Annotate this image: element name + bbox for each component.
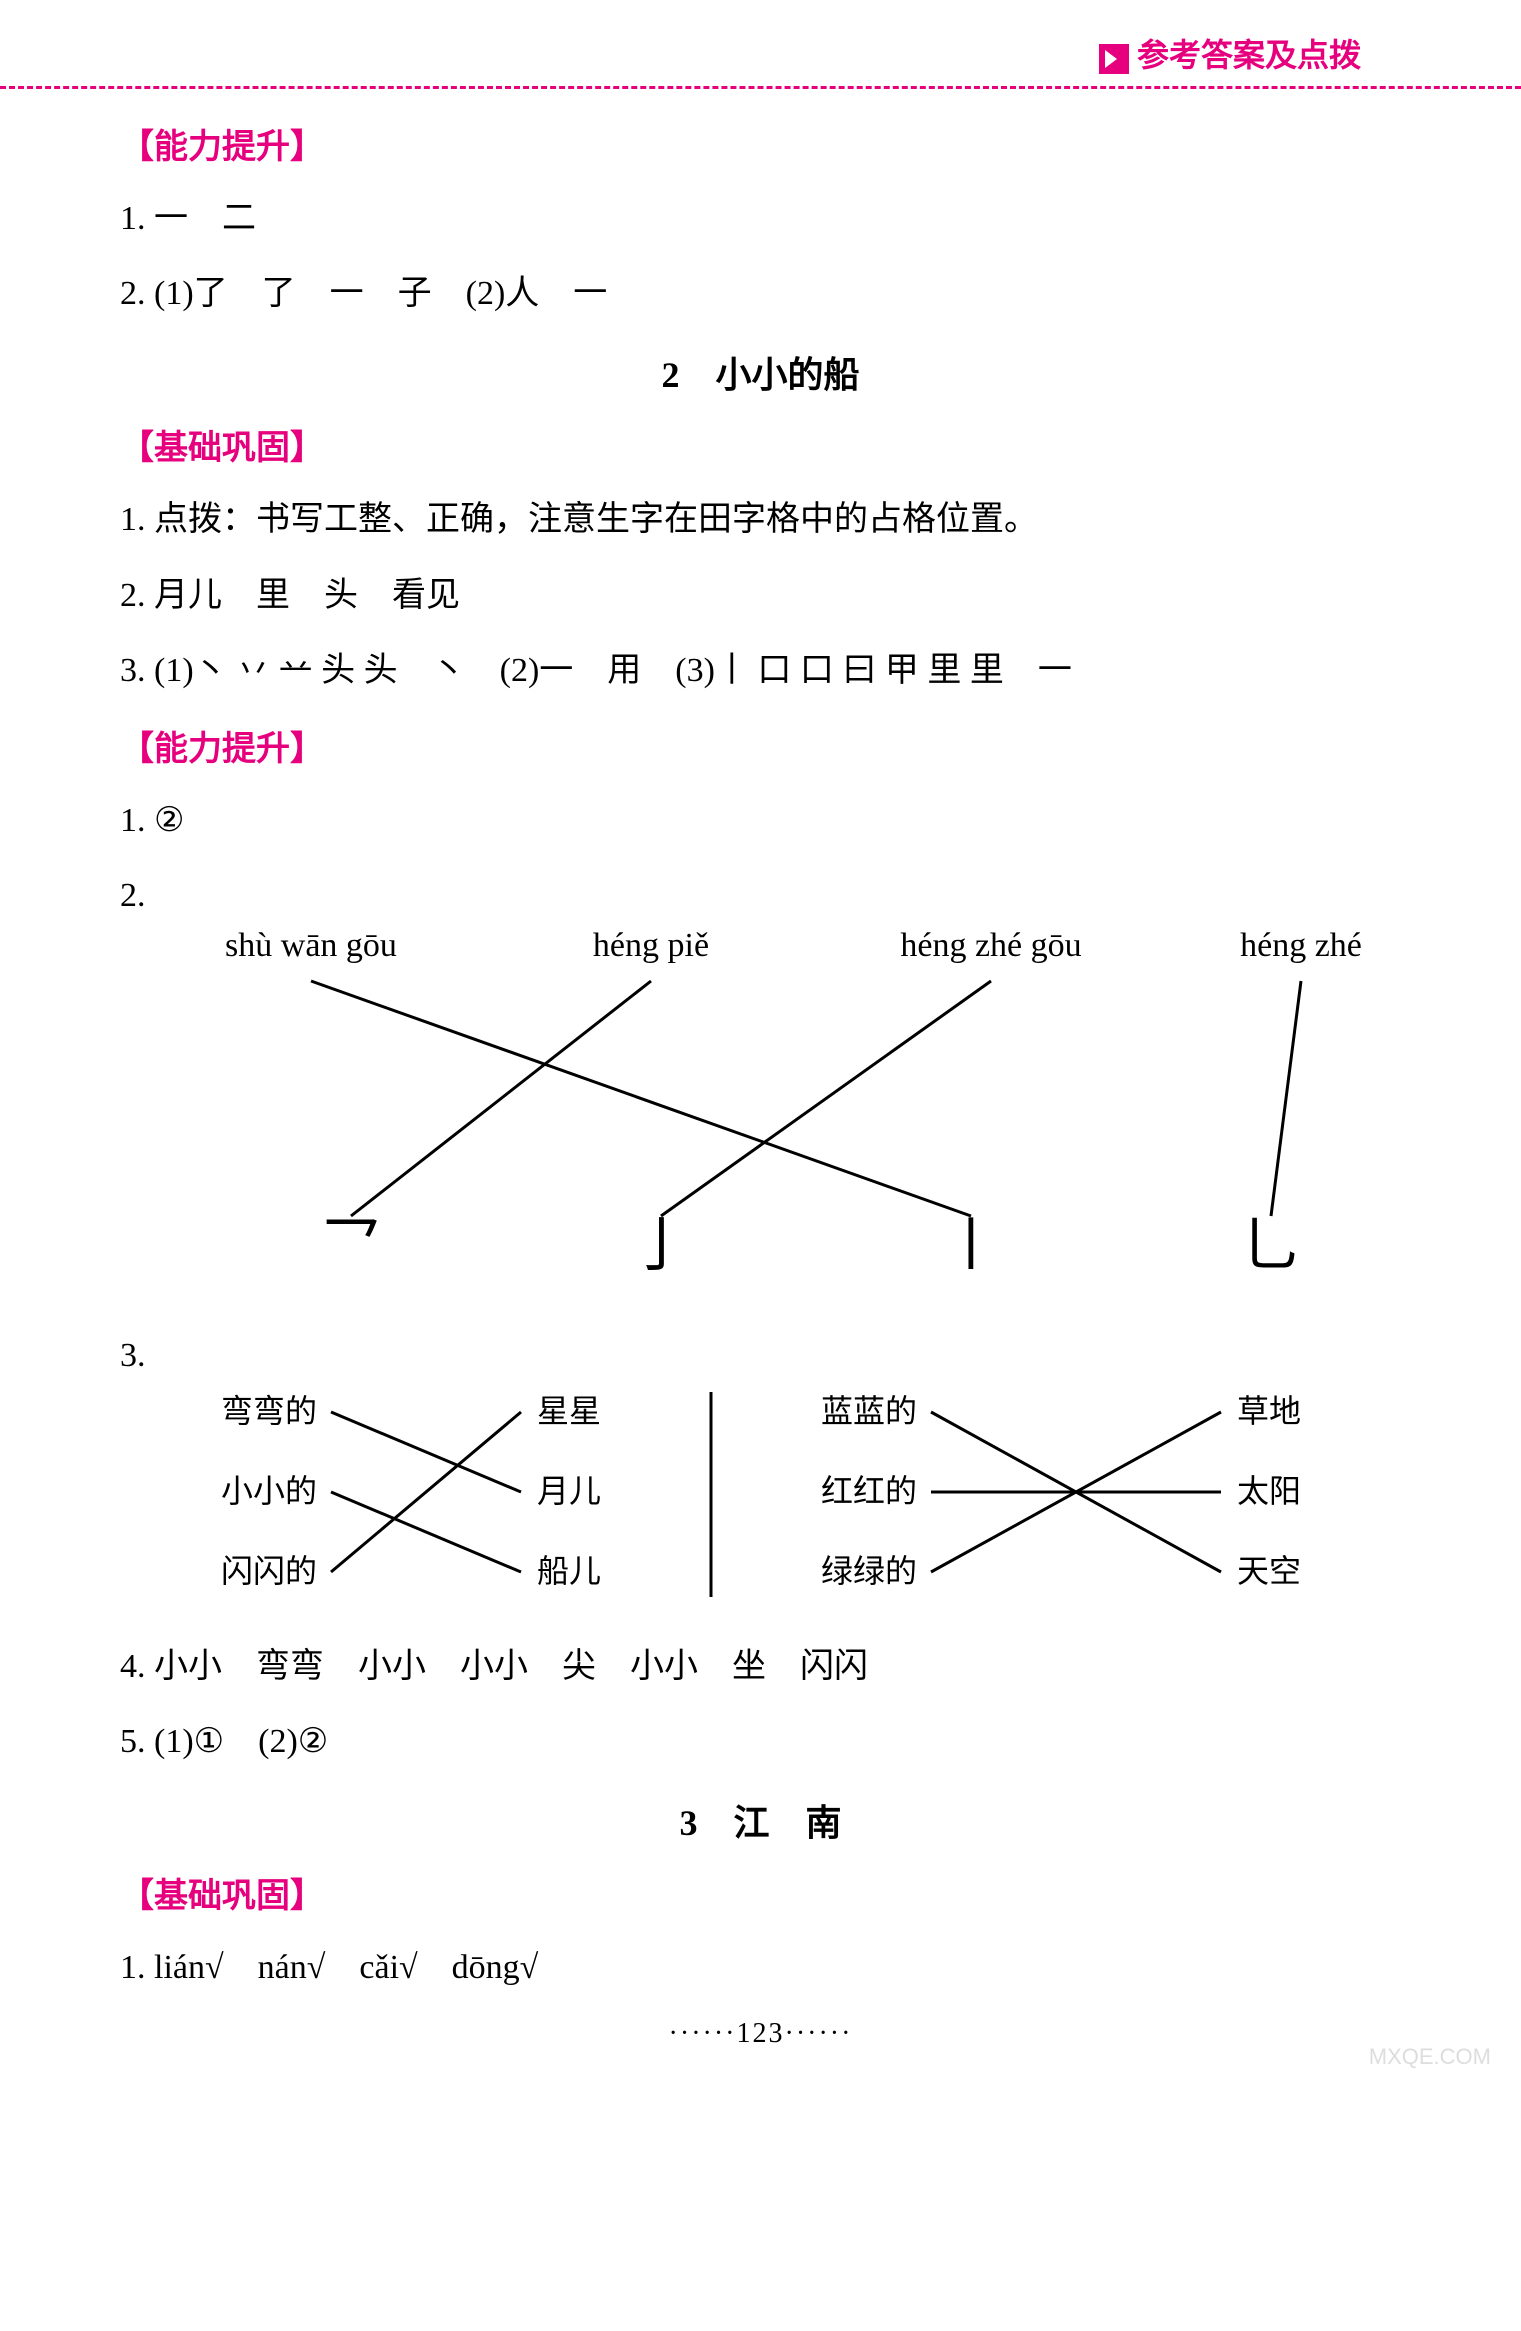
answer-line: 3.: [120, 1325, 1401, 1386]
answer-line: 5. (1)① (2)②: [120, 1711, 1401, 1772]
header-title: 参考答案及点拨: [1137, 37, 1361, 73]
match-line: [311, 981, 971, 1216]
answer-line: 4. 小小 弯弯 小小 小小 尖 小小 坐 闪闪: [120, 1636, 1401, 1697]
section-heading-ability-2: 【能力提升】: [120, 721, 1401, 770]
match-word: 小小的: [221, 1473, 317, 1509]
match-top-label: héng zhé: [1240, 927, 1362, 964]
match-bottom-glyph: 〡: [941, 1213, 1001, 1279]
answer-line: 1. 点拨：书写工整、正确，注意生字在田字格中的占格位置。: [120, 489, 1401, 550]
match-bottom-glyph: 乛: [321, 1213, 381, 1279]
lesson-title-2: 2 小小的船: [120, 346, 1401, 398]
page-header: 参考答案及点拨: [120, 30, 1401, 76]
match-word: 船儿: [536, 1553, 600, 1589]
match-bottom-glyph: 亅: [631, 1213, 691, 1279]
match-top-label: shù wān gōu: [225, 927, 397, 964]
watermark: MXQE.COM: [1369, 2044, 1491, 2070]
match-top-label: héng zhé gōu: [900, 927, 1081, 964]
match-line: [331, 1492, 521, 1572]
match-word: 蓝蓝的: [821, 1393, 917, 1429]
lesson-title-3: 3 江 南: [120, 1794, 1401, 1846]
match-line: [1271, 981, 1301, 1216]
answer-line: 1. 一 二: [120, 188, 1401, 249]
q2-prefix: 2.: [120, 877, 146, 914]
answer-line: 2. 月儿 里 头 看见: [120, 565, 1401, 626]
match-word: 闪闪的: [221, 1553, 317, 1589]
arrow-icon: [1099, 44, 1129, 74]
matching-svg: 弯弯的小小的闪闪的 星星月儿船儿 蓝蓝的红红的绿绿的 草地太阳天空: [121, 1387, 1401, 1617]
page-footer: ······123······: [120, 2018, 1401, 2050]
match-word: 星星: [536, 1393, 600, 1429]
match-word: 太阳: [1236, 1473, 1300, 1509]
matching-diagram-strokes: shù wān gōu héng piě héng zhé gōu héng zhé 乛…: [121, 926, 1401, 1311]
page-number: 123: [737, 2018, 785, 2049]
match-line: [331, 1412, 521, 1572]
page: 参考答案及点拨 【能力提升】 1. 一 二 2. (1)了 了 一 子 (2)人…: [0, 0, 1521, 2090]
matching-diagram-words: 弯弯的小小的闪闪的 星星月儿船儿 蓝蓝的红红的绿绿的 草地太阳天空: [121, 1387, 1401, 1622]
match-line: [351, 981, 651, 1216]
match-word: 红红的: [821, 1473, 917, 1509]
q3-prefix: 3.: [120, 1337, 146, 1374]
match-line: [661, 981, 991, 1216]
match-word: 草地: [1236, 1393, 1300, 1429]
section-heading-basic-1: 【基础巩固】: [120, 420, 1401, 469]
answer-line: 3. (1)丶 丷 䒑 头 头 丶 (2)一 用 (3)丨 口 口 曰 甲 里 …: [120, 640, 1401, 701]
header-divider: [0, 86, 1521, 89]
match-word: 天空: [1236, 1553, 1300, 1589]
match-top-label: héng piě: [592, 927, 708, 964]
answer-line: 1. ②: [120, 790, 1401, 851]
match-word: 月儿: [536, 1473, 600, 1509]
section-heading-ability-1: 【能力提升】: [120, 119, 1401, 168]
match-word: 弯弯的: [221, 1393, 317, 1429]
matching-svg: shù wān gōu héng piě héng zhé gōu héng zhé 乛…: [121, 926, 1401, 1306]
match-bottom-glyph: 乚: [1241, 1213, 1301, 1279]
match-word: 绿绿的: [821, 1553, 917, 1589]
answer-line: 2.: [120, 865, 1401, 926]
section-heading-basic-2: 【基础巩固】: [120, 1868, 1401, 1917]
answer-line: 2. (1)了 了 一 子 (2)人 一: [120, 263, 1401, 324]
answer-line: 1. lián√ nán√ cǎi√ dōng√: [120, 1937, 1401, 1998]
match-line: [331, 1412, 521, 1492]
